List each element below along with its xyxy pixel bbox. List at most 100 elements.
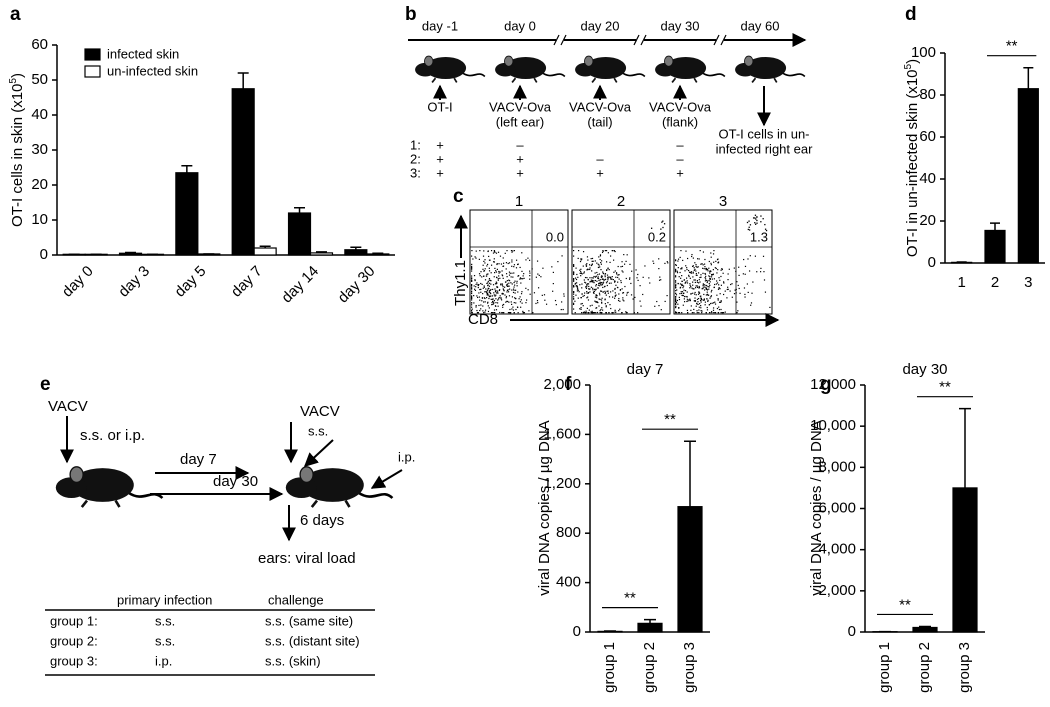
event-dot bbox=[596, 311, 599, 314]
event-dot bbox=[582, 251, 585, 253]
event-dot bbox=[675, 312, 678, 314]
event-dot bbox=[541, 294, 543, 296]
event-dot bbox=[588, 288, 591, 290]
event-dot bbox=[535, 276, 537, 278]
event-dot bbox=[762, 218, 764, 220]
event-dot bbox=[494, 312, 496, 314]
event-dot bbox=[697, 303, 699, 306]
event-dot bbox=[480, 291, 482, 293]
event-dot bbox=[694, 293, 696, 295]
event-dot bbox=[563, 293, 565, 295]
event-dot bbox=[484, 268, 486, 270]
event-dot bbox=[704, 272, 706, 275]
event-dot bbox=[731, 296, 733, 298]
event-dot bbox=[561, 255, 563, 257]
event-dot bbox=[688, 271, 691, 273]
event-dot bbox=[600, 268, 602, 271]
event-dot bbox=[622, 292, 625, 294]
event-dot bbox=[695, 305, 697, 307]
event-dot bbox=[698, 291, 700, 293]
event-dot bbox=[522, 312, 524, 314]
event-dot bbox=[615, 284, 617, 286]
event-dot bbox=[602, 250, 604, 252]
event-dot bbox=[517, 291, 519, 293]
event-dot bbox=[716, 282, 719, 284]
event-dot bbox=[639, 285, 641, 287]
event-dot bbox=[540, 276, 542, 278]
event-dot bbox=[675, 270, 677, 272]
event-dot bbox=[490, 292, 492, 295]
event-dot bbox=[478, 258, 480, 260]
event-dot bbox=[476, 295, 478, 297]
event-dot bbox=[490, 264, 493, 266]
event-dot bbox=[475, 306, 477, 308]
panel-letter: g bbox=[820, 374, 832, 395]
event-dot bbox=[486, 275, 488, 277]
event-dot bbox=[733, 267, 735, 269]
event-dot bbox=[478, 283, 480, 286]
event-dot bbox=[489, 289, 491, 291]
event-dot bbox=[507, 312, 510, 314]
event-dot bbox=[514, 297, 516, 299]
event-dot bbox=[573, 271, 575, 273]
mouse-legs bbox=[511, 77, 538, 83]
event-dot bbox=[479, 299, 481, 301]
event-dot bbox=[493, 258, 495, 260]
event-dot bbox=[513, 281, 515, 284]
mouse-icon bbox=[55, 466, 164, 508]
event-dot bbox=[743, 258, 745, 261]
event-dot bbox=[606, 284, 608, 287]
event-dot bbox=[707, 270, 709, 272]
event-dot bbox=[695, 285, 697, 287]
event-dot bbox=[726, 297, 728, 299]
event-dot bbox=[693, 288, 695, 290]
event-dot bbox=[699, 281, 701, 283]
event-dot bbox=[750, 302, 753, 304]
event-dot bbox=[743, 287, 746, 289]
timepoint-label: day 20 bbox=[580, 18, 619, 33]
event-dot bbox=[595, 312, 597, 314]
event-dot bbox=[602, 286, 604, 289]
event-dot bbox=[642, 276, 644, 278]
event-dot bbox=[595, 307, 597, 309]
event-dot bbox=[525, 302, 527, 304]
event-dot bbox=[682, 287, 684, 289]
event-dot bbox=[738, 287, 740, 290]
event-dot bbox=[500, 299, 503, 301]
event-dot bbox=[719, 279, 721, 281]
event-dot bbox=[747, 258, 749, 260]
group-mark: – bbox=[676, 151, 684, 166]
event-dot bbox=[599, 266, 601, 268]
event-dot bbox=[471, 275, 473, 277]
event-dot bbox=[695, 264, 697, 266]
event-dot bbox=[686, 296, 688, 298]
flow-plot-frame bbox=[469, 209, 569, 315]
event-dot bbox=[483, 250, 485, 252]
mouse-tail bbox=[622, 72, 646, 78]
event-dot bbox=[696, 312, 698, 314]
event-dot bbox=[493, 312, 495, 314]
event-dot bbox=[471, 306, 473, 308]
event-dot bbox=[698, 258, 700, 260]
event-dot bbox=[689, 284, 691, 286]
event-dot bbox=[600, 312, 603, 314]
event-dot bbox=[479, 250, 481, 252]
virus-label: VACV bbox=[48, 398, 88, 415]
event-dot bbox=[582, 305, 584, 307]
event-dot bbox=[713, 286, 715, 288]
event-dot bbox=[686, 268, 688, 271]
event-dot bbox=[522, 310, 524, 313]
event-dot bbox=[594, 289, 597, 291]
event-dot bbox=[479, 288, 481, 291]
event-dot bbox=[471, 309, 473, 312]
event-dot bbox=[720, 275, 722, 278]
event-dot bbox=[471, 288, 473, 290]
event-dot bbox=[594, 296, 597, 298]
event-dot bbox=[521, 291, 523, 293]
event-dot bbox=[605, 261, 608, 263]
event-dot bbox=[573, 286, 575, 288]
bar bbox=[952, 487, 978, 633]
event-dot bbox=[471, 263, 473, 266]
event-dot bbox=[701, 263, 703, 265]
event-dot bbox=[692, 281, 694, 283]
